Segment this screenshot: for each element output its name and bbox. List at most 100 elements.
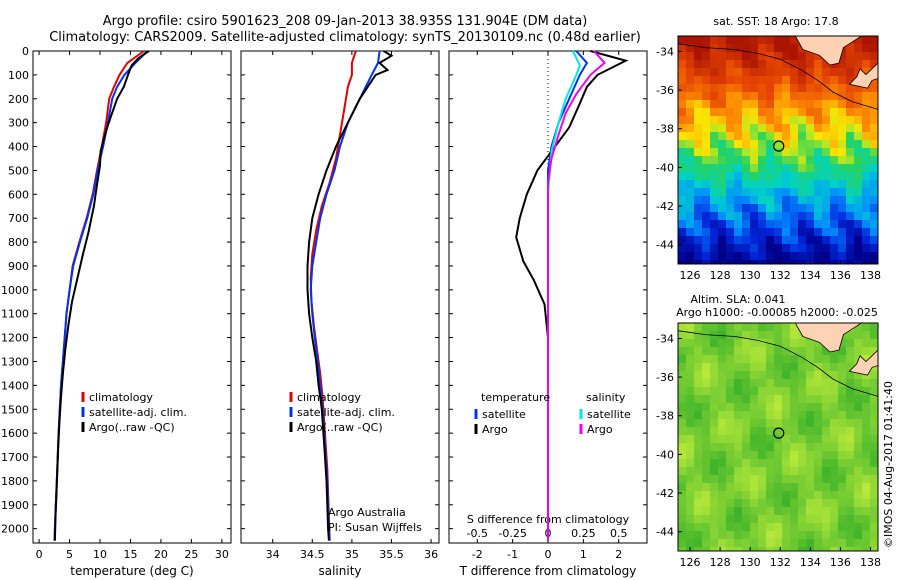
- map-cell: [750, 188, 759, 197]
- map-cell: [806, 140, 815, 149]
- map-cell: [766, 260, 775, 265]
- map-cell: [862, 244, 871, 253]
- map-cell: [734, 547, 743, 552]
- map-cell: [750, 459, 759, 468]
- map-cell: [846, 156, 855, 165]
- map-cell: [694, 347, 703, 356]
- map-cell: [814, 236, 823, 245]
- map-cell: [838, 467, 847, 476]
- map-cell: [846, 395, 855, 404]
- map-cell: [742, 156, 751, 165]
- y-tick-label: 1500: [1, 403, 29, 416]
- map-cell: [758, 196, 767, 205]
- map-cell: [862, 164, 871, 173]
- map-cell: [806, 387, 815, 396]
- map-cell: [830, 403, 839, 412]
- map-cell: [862, 236, 871, 245]
- map-cell: [790, 395, 799, 404]
- map-cell: [822, 92, 831, 101]
- map-cell: [854, 84, 863, 93]
- map-cell: [862, 52, 871, 61]
- map-cell: [782, 339, 791, 348]
- map-cell: [790, 347, 799, 356]
- map-cell: [750, 164, 759, 173]
- x-tick-label: 1: [580, 548, 587, 561]
- map-cell: [782, 499, 791, 508]
- map-cell: [694, 132, 703, 141]
- x-tick-label: 35: [345, 548, 359, 561]
- map-cell: [694, 52, 703, 61]
- map-cell: [702, 323, 711, 332]
- map-cell: [702, 379, 711, 388]
- map-cell: [798, 371, 807, 380]
- map-cell: [686, 347, 695, 356]
- map-cell: [678, 132, 687, 141]
- map-cell: [734, 499, 743, 508]
- map-cell: [678, 68, 687, 77]
- map-cell: [774, 419, 783, 428]
- map-cell: [694, 523, 703, 532]
- map-cell: [726, 467, 735, 476]
- map-cell: [766, 475, 775, 484]
- map-cell: [766, 395, 775, 404]
- map-cell: [790, 180, 799, 189]
- x-tick-label: 34.5: [300, 548, 325, 561]
- map-cell: [782, 491, 791, 500]
- map-cell: [718, 451, 727, 460]
- map-cell: [686, 475, 695, 484]
- map-cell: [830, 140, 839, 149]
- map-cell: [870, 507, 879, 516]
- map-cell: [718, 204, 727, 213]
- map-cell: [774, 451, 783, 460]
- map-cell: [734, 60, 743, 69]
- map-cell: [830, 459, 839, 468]
- map-cell: [822, 260, 831, 265]
- map-cell: [718, 76, 727, 85]
- map-cell: [854, 523, 863, 532]
- map-cell: [774, 499, 783, 508]
- map-cell: [734, 116, 743, 125]
- map-cell: [838, 228, 847, 237]
- map-cell: [822, 212, 831, 221]
- map-cell: [718, 44, 727, 53]
- map-cell: [686, 108, 695, 117]
- map-cell: [790, 403, 799, 412]
- map-cell: [814, 379, 823, 388]
- map-cell: [694, 395, 703, 404]
- map-cell: [798, 68, 807, 77]
- map-cell: [726, 196, 735, 205]
- map-cell: [750, 252, 759, 261]
- map-cell: [854, 467, 863, 476]
- map-cell: [742, 379, 751, 388]
- map-cell: [814, 180, 823, 189]
- map-cell: [814, 419, 823, 428]
- map-cell: [758, 507, 767, 516]
- map-cell: [702, 539, 711, 548]
- map-cell: [854, 236, 863, 245]
- map-cell: [734, 220, 743, 229]
- map-cell: [758, 244, 767, 253]
- map-cell: [830, 196, 839, 205]
- map-cell: [870, 140, 879, 149]
- y-tick-label: 1800: [1, 475, 29, 488]
- map-cell: [702, 252, 711, 261]
- map-cell: [774, 196, 783, 205]
- map-cell: [862, 531, 871, 540]
- map-cell: [782, 483, 791, 492]
- map-cell: [790, 124, 799, 133]
- map-cell: [814, 108, 823, 117]
- y-tick-label: -34: [656, 45, 674, 58]
- map-cell: [862, 44, 871, 53]
- map-cell: [686, 443, 695, 452]
- map-cell: [806, 220, 815, 229]
- map-cell: [718, 116, 727, 125]
- map-cell: [750, 52, 759, 61]
- map-cell: [758, 395, 767, 404]
- map-cell: [750, 108, 759, 117]
- map-cell: [822, 443, 831, 452]
- map-cell: [758, 411, 767, 420]
- map-cell: [718, 140, 727, 149]
- map-cell: [686, 403, 695, 412]
- map-cell: [774, 212, 783, 221]
- map-cell: [854, 252, 863, 261]
